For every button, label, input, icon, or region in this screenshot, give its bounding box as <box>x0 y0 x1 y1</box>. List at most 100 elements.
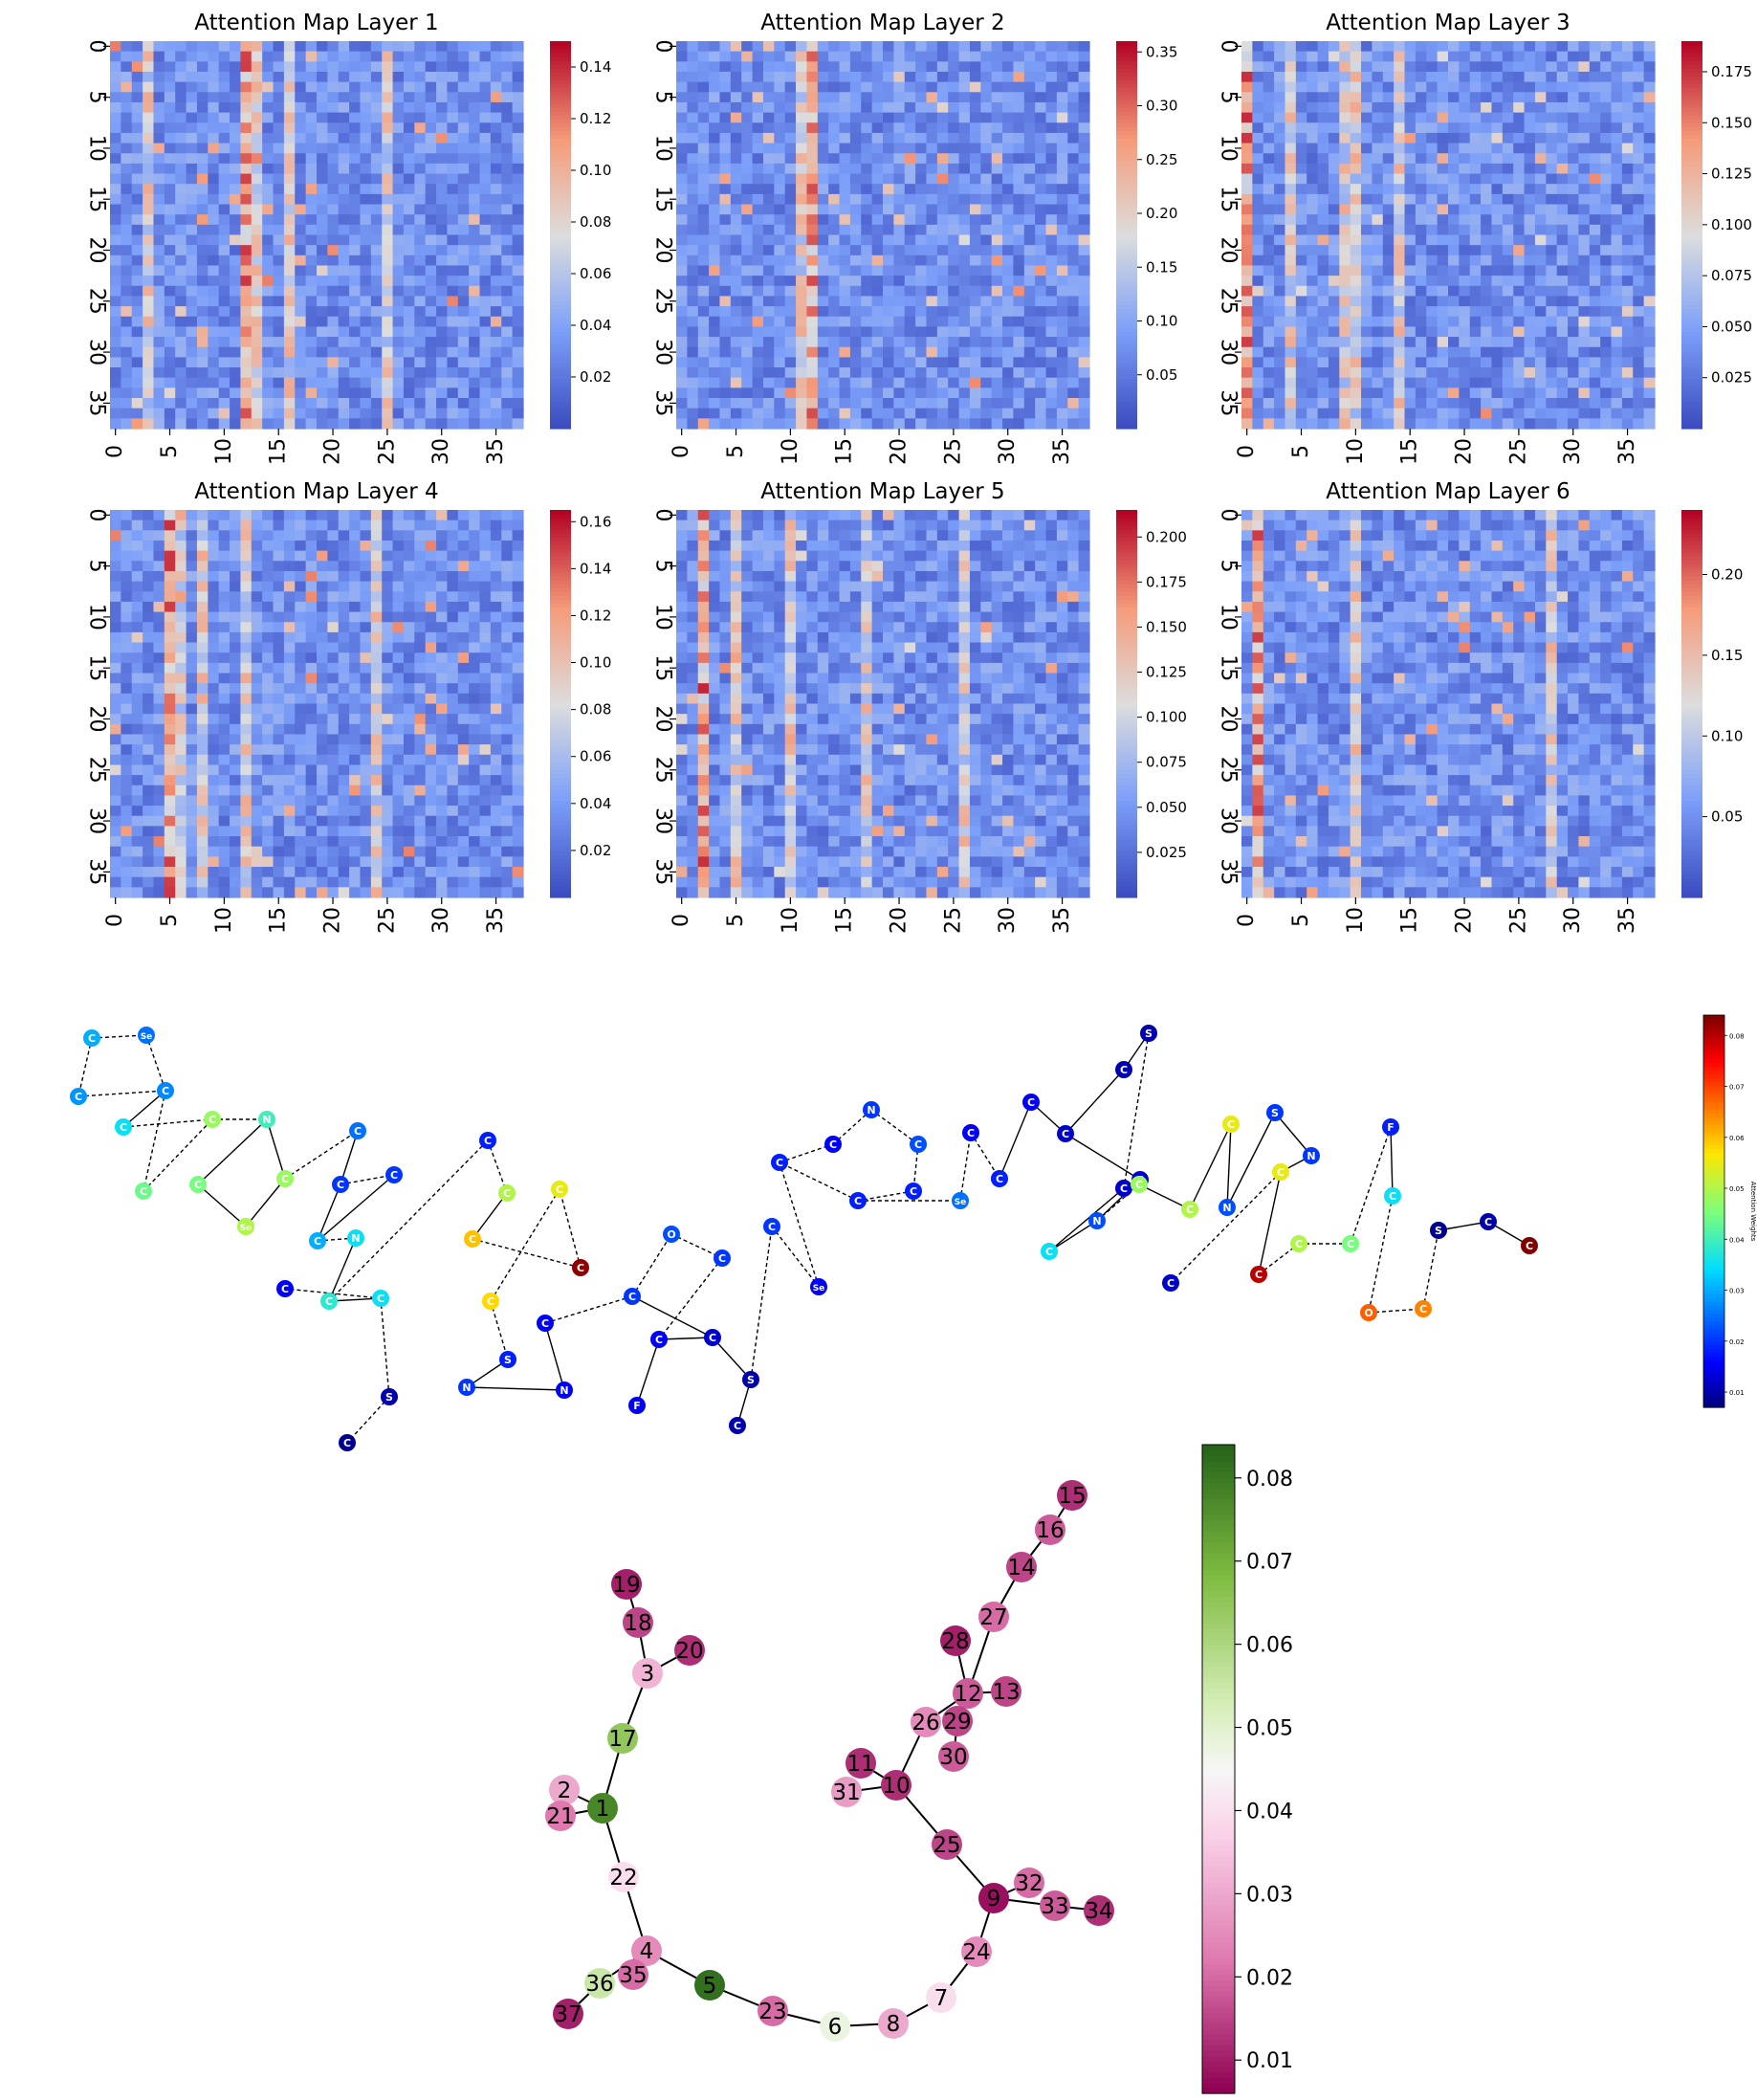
colorbar-segment <box>1116 281 1137 286</box>
heatmap-cell <box>469 61 481 73</box>
heatmap-cell <box>110 387 121 399</box>
heatmap-cell <box>327 540 340 552</box>
heatmap-cell <box>295 81 307 93</box>
heatmap-cell <box>110 510 121 521</box>
heatmap-cell <box>121 163 133 175</box>
heatmap-cell <box>1339 316 1351 328</box>
heatmap-cell <box>1382 81 1395 93</box>
heatmap-cell <box>926 326 938 338</box>
heatmap-cell <box>218 540 231 552</box>
heatmap-cell <box>338 540 350 552</box>
heatmap-cell <box>719 112 732 123</box>
heatmap-cell <box>969 337 981 348</box>
x-tick-label: 0 <box>670 445 693 458</box>
heatmap-cell <box>1502 153 1514 165</box>
heatmap-cell <box>915 276 928 287</box>
heatmap-cell <box>283 357 296 368</box>
heatmap-cell <box>1252 316 1264 328</box>
heatmap-cell <box>305 41 318 53</box>
heatmap-cell <box>1361 132 1373 144</box>
heatmap-cell <box>327 204 340 215</box>
colorbar-tick-label: 0.10 <box>580 162 611 179</box>
heatmap-cell <box>153 184 165 195</box>
heatmap-cell <box>153 357 165 368</box>
heatmap-cell <box>849 81 862 93</box>
heatmap-cell <box>741 254 754 267</box>
heatmap-cell <box>1328 101 1340 114</box>
heatmap-cell <box>1534 367 1547 379</box>
heatmap-cell <box>175 367 187 379</box>
y-tick-label: 35 <box>1217 389 1241 416</box>
heatmap-cell <box>893 163 906 175</box>
colorbar-segment <box>1681 83 1702 89</box>
heatmap-cell <box>1643 92 1656 103</box>
heatmap-cell <box>305 265 318 276</box>
heatmap-cell <box>1350 81 1362 93</box>
heatmap-cell <box>1426 204 1439 215</box>
heatmap-cell <box>1263 357 1275 368</box>
heatmap-cell <box>697 337 710 348</box>
heatmap-cell <box>1459 101 1471 114</box>
heatmap-cell <box>175 193 187 206</box>
heatmap-cell <box>796 143 808 154</box>
heatmap-cell <box>501 346 514 358</box>
heatmap-cell <box>1534 81 1547 93</box>
heatmap-cell <box>240 408 253 419</box>
heatmap-cell <box>687 204 699 215</box>
heatmap-cell <box>1013 163 1025 175</box>
heatmap-cell <box>501 285 514 298</box>
heatmap-cell <box>273 71 285 83</box>
heatmap-cell <box>1437 254 1449 267</box>
heatmap-cell <box>273 306 285 318</box>
heatmap-cell <box>230 510 242 521</box>
heatmap-cell <box>317 132 328 144</box>
heatmap-cell <box>273 163 285 175</box>
heatmap-cell <box>186 285 198 298</box>
heatmap-cell <box>1643 367 1656 379</box>
heatmap-cell <box>958 377 971 388</box>
heatmap-cell <box>980 224 993 236</box>
heatmap-cell <box>1481 285 1493 298</box>
heatmap-cell <box>1274 337 1286 348</box>
heatmap-cell <box>1295 61 1307 73</box>
heatmap-cell <box>305 153 318 165</box>
heatmap-cell <box>1295 112 1307 123</box>
heatmap-cell <box>709 214 721 226</box>
heatmap-cell <box>817 153 829 165</box>
heatmap-cell <box>1600 326 1613 338</box>
heatmap-cell <box>501 224 514 236</box>
heatmap-cell <box>784 81 797 93</box>
colorbar-segment <box>550 234 571 240</box>
heatmap-cell <box>469 510 481 521</box>
heatmap-cell <box>969 234 981 246</box>
heatmap-cell <box>143 408 155 419</box>
heatmap-cell <box>305 245 318 256</box>
heatmap-cell <box>153 245 165 256</box>
heatmap-cell <box>469 234 481 246</box>
heatmap-cell <box>849 143 862 154</box>
x-tick-label: 30 <box>429 438 453 465</box>
colorbar-segment <box>550 386 571 391</box>
heatmap-cell <box>1415 101 1427 114</box>
heatmap-cell <box>687 163 699 175</box>
heatmap-cell <box>1285 326 1297 338</box>
heatmap-cell <box>1534 143 1547 154</box>
heatmap-cell <box>839 163 851 175</box>
heatmap-cell <box>1339 306 1351 318</box>
heatmap-cell <box>262 326 275 338</box>
heatmap-cell <box>861 71 873 83</box>
heatmap-cell <box>1491 193 1504 206</box>
heatmap-cell <box>1633 316 1645 328</box>
heatmap-cell <box>447 296 459 307</box>
heatmap-cell <box>327 276 340 287</box>
heatmap-cell <box>469 530 481 542</box>
heatmap-cell <box>1491 357 1504 368</box>
heatmap-cell <box>436 540 449 552</box>
heatmap-cell <box>283 41 296 53</box>
heatmap-cell <box>382 122 394 134</box>
heatmap-cell <box>317 254 328 267</box>
heatmap-cell <box>1056 408 1068 419</box>
heatmap-cell <box>457 132 470 144</box>
heatmap-cell <box>230 550 242 562</box>
heatmap-cell <box>828 143 841 154</box>
